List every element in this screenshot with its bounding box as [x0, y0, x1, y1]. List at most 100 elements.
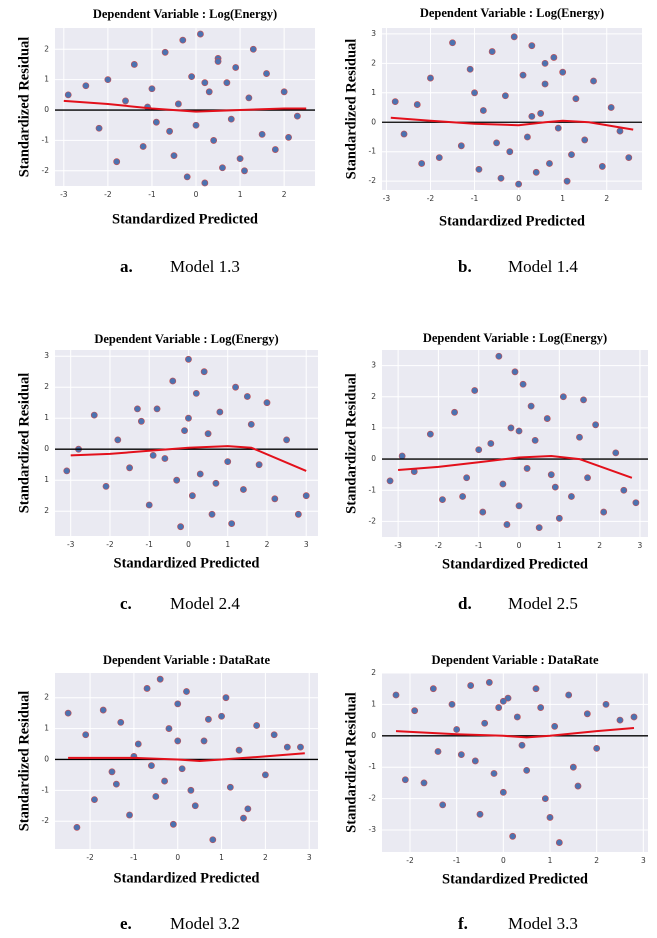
- x-tick-label: 3: [638, 541, 643, 550]
- y-tick-label: 2: [371, 392, 376, 401]
- x-tick-label: 2: [263, 853, 268, 862]
- point: [453, 726, 461, 733]
- y-tick-label: -2: [369, 176, 377, 185]
- point: [228, 520, 236, 527]
- point: [515, 427, 523, 435]
- point: [165, 725, 173, 732]
- trend-line: [68, 752, 305, 763]
- x-axis-label: Standardized Predicted: [112, 211, 258, 227]
- x-axis-label: Standardized Predicted: [114, 555, 260, 571]
- point: [177, 523, 185, 531]
- point: [523, 465, 531, 472]
- point: [201, 179, 209, 187]
- caption-letter: f.: [458, 914, 468, 933]
- point: [253, 722, 261, 729]
- point: [435, 154, 443, 161]
- point: [457, 751, 465, 759]
- point: [240, 814, 247, 822]
- point: [243, 393, 251, 400]
- point: [537, 704, 545, 711]
- x-tick-label: -2: [104, 190, 112, 199]
- point: [592, 421, 600, 429]
- point: [137, 417, 145, 425]
- y-tick-label: -2: [42, 816, 50, 825]
- x-tick-label: 1: [560, 194, 565, 203]
- point: [506, 148, 514, 156]
- point: [149, 451, 157, 459]
- x-tick-label: -3: [67, 540, 75, 549]
- point: [196, 470, 204, 478]
- point: [495, 352, 503, 360]
- point: [625, 154, 633, 161]
- x-tick-label: -1: [471, 194, 479, 203]
- x-tick-label: 1: [548, 856, 553, 865]
- point: [499, 788, 507, 796]
- point: [507, 424, 515, 432]
- point: [204, 430, 212, 438]
- y-tick-label: 2: [371, 58, 376, 67]
- point: [205, 88, 213, 96]
- point: [174, 700, 182, 708]
- x-axis-label: Standardized Predicted: [439, 213, 585, 229]
- x-tick-label: -2: [86, 853, 94, 862]
- caption: Model 1.3: [170, 257, 240, 276]
- point: [439, 801, 447, 809]
- point: [222, 694, 230, 702]
- point: [152, 793, 160, 800]
- x-tick-label: 2: [597, 541, 602, 550]
- y-axis-label: Standardized Residual: [343, 39, 359, 180]
- x-tick-label: 0: [175, 853, 180, 862]
- point: [236, 155, 244, 163]
- point: [580, 396, 587, 404]
- point: [499, 480, 507, 488]
- point: [179, 36, 187, 44]
- point: [471, 387, 479, 394]
- point: [178, 765, 186, 773]
- y-tick-label: -2: [369, 516, 377, 525]
- point: [216, 408, 224, 416]
- point: [122, 97, 129, 105]
- point: [212, 479, 220, 487]
- chart-title: Dependent Variable : Log(Energy): [93, 7, 277, 21]
- point: [515, 180, 523, 188]
- point: [449, 39, 456, 47]
- trend-line: [63, 99, 307, 113]
- point: [148, 762, 155, 770]
- point: [99, 706, 107, 714]
- y-tick-label: 1: [44, 413, 49, 422]
- point: [280, 88, 288, 96]
- point: [227, 115, 235, 123]
- point: [528, 42, 536, 50]
- point: [537, 110, 545, 117]
- point: [392, 691, 400, 699]
- point: [161, 455, 169, 462]
- point: [102, 482, 110, 490]
- point: [244, 805, 252, 813]
- point: [192, 121, 200, 129]
- y-tick-label: 0: [44, 105, 49, 114]
- point: [169, 820, 177, 828]
- point: [247, 420, 255, 428]
- point: [524, 133, 531, 141]
- point: [153, 405, 161, 413]
- y-tick-label: 1: [371, 699, 376, 708]
- y-tick-label: 2: [371, 668, 376, 677]
- point: [170, 152, 178, 160]
- point: [418, 160, 426, 167]
- point: [551, 722, 559, 730]
- point: [551, 483, 559, 491]
- y-tick-label: 0: [44, 444, 49, 453]
- point: [501, 92, 509, 100]
- point: [173, 476, 181, 484]
- point: [143, 685, 151, 692]
- point: [411, 707, 419, 715]
- point: [541, 795, 549, 803]
- point: [584, 474, 591, 482]
- point: [134, 740, 142, 748]
- point: [219, 164, 226, 172]
- point: [90, 411, 98, 419]
- point: [200, 368, 208, 376]
- point: [235, 746, 243, 754]
- point: [439, 496, 446, 503]
- caption: Model 2.5: [508, 594, 578, 613]
